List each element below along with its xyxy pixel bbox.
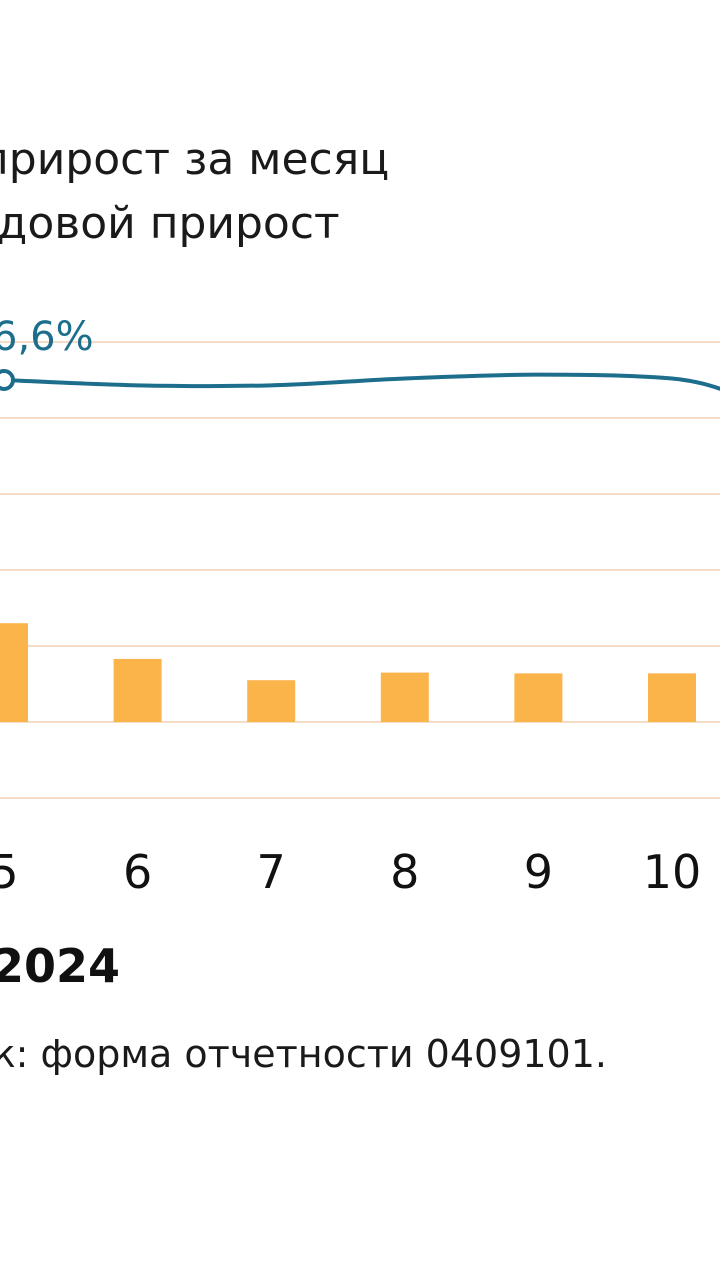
labels: 6,6% 5 6 7 8 9 10 (0, 314, 701, 899)
bar (0, 623, 28, 722)
grid-lines (0, 341, 720, 799)
legend-annual-label: одовой прирост (0, 198, 340, 249)
x-tick-label: 9 (524, 845, 553, 899)
line-series (0, 369, 720, 391)
line-value-label: 6,6% (0, 314, 94, 360)
x-tick-label: 10 (643, 845, 702, 899)
bar (247, 680, 296, 722)
bars (0, 623, 696, 722)
x-tick-label: 7 (257, 845, 286, 899)
legend-monthly-label: прирост за месяц (0, 134, 390, 185)
source-label: ик: форма отчетности 0409101. (0, 1032, 607, 1076)
bar (514, 673, 563, 722)
bar (113, 658, 162, 722)
x-tick-label: 6 (123, 845, 152, 899)
x-tick-label: 8 (390, 845, 419, 899)
annual-growth-line (3, 372, 720, 391)
year-label: 2024 (0, 939, 121, 993)
x-tick-label: 5 (0, 845, 19, 899)
line-point-marker (0, 369, 15, 391)
bar (648, 673, 696, 722)
bar (380, 672, 429, 722)
